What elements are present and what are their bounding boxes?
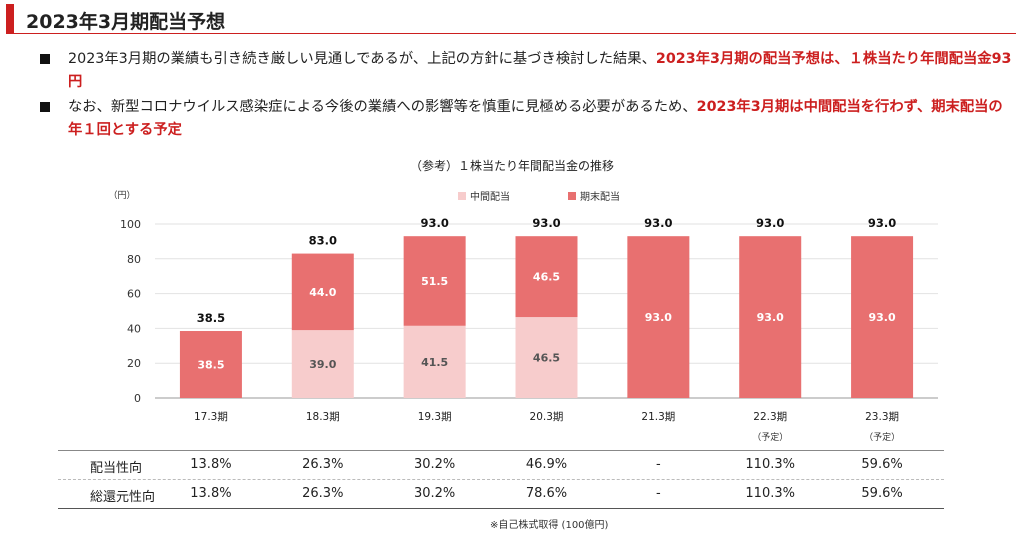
bar-year-end [627,236,690,398]
x-tick-label: 17.3期 [194,411,228,423]
bar-value-label: 41.5 [421,356,448,369]
x-tick-note: （予定） [752,431,788,443]
x-tick-label: 21.3期 [641,411,675,423]
title-bar: 2023年3月期配当予想 [6,4,1016,34]
x-tick-label: 20.3期 [530,411,564,423]
legend-label: 中間配当 [470,190,510,203]
bar-value-label: 46.5 [533,271,560,284]
bar-year-end [291,253,354,331]
square-bullet-icon [40,102,50,112]
table-cell: 78.6% [525,486,568,501]
table-cell: 110.3% [745,486,795,501]
y-tick-label: 80 [127,253,141,266]
bar-total-label: 93.0 [644,216,672,230]
bar-value-label: 46.5 [533,352,560,365]
table-cell: - [655,457,661,472]
payout-table: 配当性向 13.8% 26.3% 30.2% 46.9% - 110.3% 59… [58,450,944,509]
table-row-total-return-ratio: 総還元性向 13.8% 26.3% 30.2% 78.6% - 110.3% 5… [58,479,944,508]
bar-year-end [739,236,802,398]
y-tick-label: 60 [127,288,141,301]
bar-value-label: 39.0 [309,358,336,371]
dividend-chart-svg: （参考）１株当たり年間配当金の推移 （円） 中間配当 期末配当 0 20 40 60 80 100… [108,158,938,443]
y-axis-unit-label: （円） [108,190,135,201]
bar-value-label: 93.0 [757,311,784,324]
table-top-border [58,450,944,451]
table-cell: 13.8% [190,486,232,501]
table-cell: 30.2% [413,486,456,501]
bar-total-label: 93.0 [532,216,560,230]
bar-interim [291,330,354,398]
bullet-2-text: なお、新型コロナウイルス感染症による今後の業績への影響等を慎重に見極める必要があ… [68,99,697,115]
dividend-chart: （参考）１株当たり年間配当金の推移 （円） 中間配当 期末配当 0 20 40 60 80 100… [0,150,1024,450]
bullet-list: 2023年3月期の業績も引き続き厳しい見通しであるが、上記の方針に基づき検討した… [40,48,1015,144]
table-cell: 46.9% [525,457,568,472]
table-cell: 13.8% [190,457,232,472]
bar-year-end [851,236,914,398]
legend-label: 期末配当 [580,190,620,203]
bullet-item-1: 2023年3月期の業績も引き続き厳しい見通しであるが、上記の方針に基づき検討した… [40,48,1015,94]
x-tick-label: 23.3期 [865,411,899,423]
table-row-divider [58,479,944,480]
x-tick-label: 19.3期 [418,411,452,423]
page-title: 2023年3月期配当予想 [26,11,226,33]
chart-title: （参考）１株当たり年間配当金の推移 [410,158,614,173]
y-tick-label: 100 [120,218,141,231]
table-cell: 110.3% [745,457,795,472]
bar-value-label: 93.0 [645,311,672,324]
bar-year-end [179,331,242,398]
bar-total-label: 83.0 [309,234,337,248]
table-cell: 26.3% [302,457,344,472]
legend-swatch [568,192,576,200]
x-tick-label: 18.3期 [306,411,340,423]
bullet-1-highlight: 2023年3月期の配当予想は、１株当たり年間配当金93円 [68,51,1012,90]
table-cell: 59.6% [861,486,903,501]
bullet-1-text: 2023年3月期の業績も引き続き厳しい見通しであるが、上記の方針に基づき検討した… [68,51,656,67]
bar-total-label: 93.0 [420,216,448,230]
row-label: 総還元性向 [90,490,156,505]
y-tick-label: 20 [127,357,141,370]
bullet-item-2: なお、新型コロナウイルス感染症による今後の業績への影響等を慎重に見極める必要があ… [40,96,1015,142]
bar-year-end [403,236,466,326]
bar-total-label: 93.0 [868,216,896,230]
x-tick-note: （予定） [864,431,900,443]
bar-value-label: 44.0 [309,286,336,299]
x-tick-label: 22.3期 [753,411,787,423]
row-label: 配当性向 [90,461,143,476]
table-cell: - [655,486,661,501]
legend-swatch [458,192,466,200]
bar-interim [403,325,466,398]
table-row-payout-ratio: 配当性向 13.8% 26.3% 30.2% 46.9% - 110.3% 59… [58,450,944,479]
bar-year-end [515,236,578,318]
bar-total-label: 38.5 [197,311,225,325]
y-tick-label: 40 [127,322,141,335]
bar-value-label: 93.0 [869,311,896,324]
y-tick-label: 0 [134,392,141,405]
bar-interim [515,317,578,398]
bar-value-label: 51.5 [421,275,448,288]
bar-value-label: 38.5 [197,359,224,372]
table-bottom-border [58,508,944,509]
table-cell: 30.2% [413,457,456,472]
bar-total-label: 93.0 [756,216,784,230]
table-cell: 59.6% [861,457,903,472]
square-bullet-icon [40,54,50,64]
footnote: ※自己株式取得 (100億円) [490,520,609,531]
bullet-2-highlight: 2023年3月期は中間配当を行わず、期末配当の年１回とする予定 [68,99,1003,138]
table-cell: 26.3% [302,486,344,501]
